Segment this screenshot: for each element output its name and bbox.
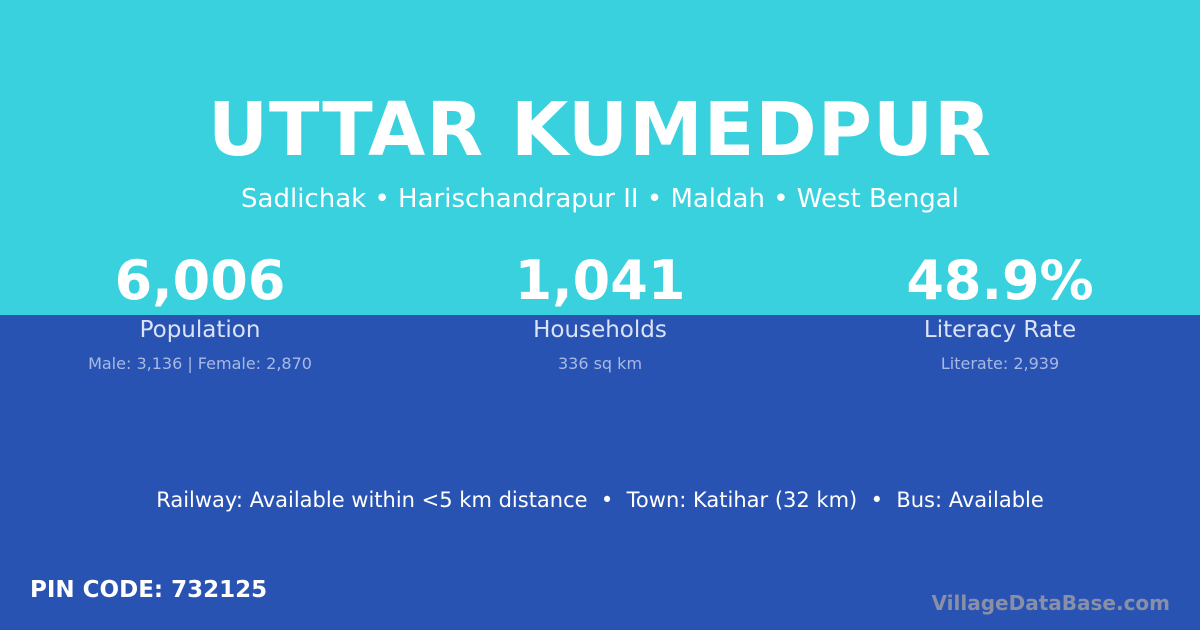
population-label: Population <box>139 317 261 343</box>
population-detail: Male: 3,136 | Female: 2,870 <box>88 354 312 373</box>
population-value: 6,006 <box>114 249 286 312</box>
households-label: Households <box>533 317 667 343</box>
brand-watermark: VillageDataBase.com <box>931 591 1170 615</box>
village-title: UTTAR KUMEDPUR <box>207 87 993 173</box>
amenities-line: Railway: Available within <5 km distance… <box>156 488 1044 512</box>
households-value: 1,041 <box>514 249 686 312</box>
header-band <box>0 0 1200 315</box>
pin-code: PIN CODE: 732125 <box>30 577 268 603</box>
literacy-value: 48.9% <box>906 249 1094 312</box>
location-breadcrumb: Sadlichak • Harischandrapur II • Maldah … <box>241 184 959 214</box>
households-detail: 336 sq km <box>557 354 643 373</box>
literacy-detail: Literate: 2,939 <box>940 354 1060 373</box>
literacy-label: Literacy Rate <box>923 317 1077 343</box>
